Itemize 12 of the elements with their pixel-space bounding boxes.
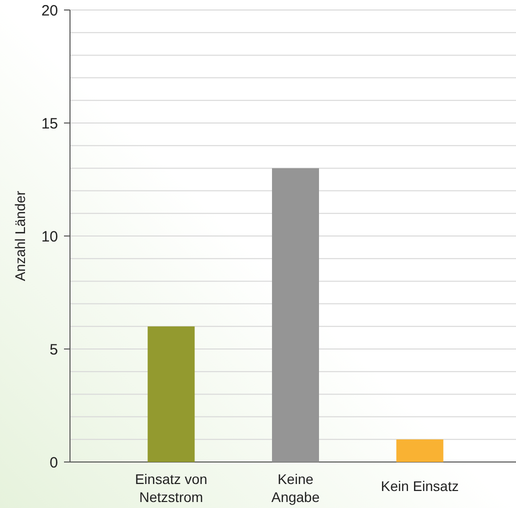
bar — [272, 168, 319, 462]
y-tick-label: 20 — [41, 2, 58, 20]
y-tick-label: 15 — [41, 115, 58, 132]
bar — [396, 439, 444, 462]
y-tick-label: 5 — [50, 341, 58, 358]
x-tick-label: Einsatz von Netzstrom — [134, 471, 208, 505]
y-axis-title: Anzahl Länder — [12, 190, 28, 282]
x-tick-label: Kein Einsatz — [380, 478, 459, 494]
y-tick-label: 0 — [50, 454, 58, 472]
y-tick-label: 10 — [41, 228, 58, 246]
bar — [148, 326, 195, 462]
x-tick-label: Keine Angabe — [271, 471, 320, 505]
